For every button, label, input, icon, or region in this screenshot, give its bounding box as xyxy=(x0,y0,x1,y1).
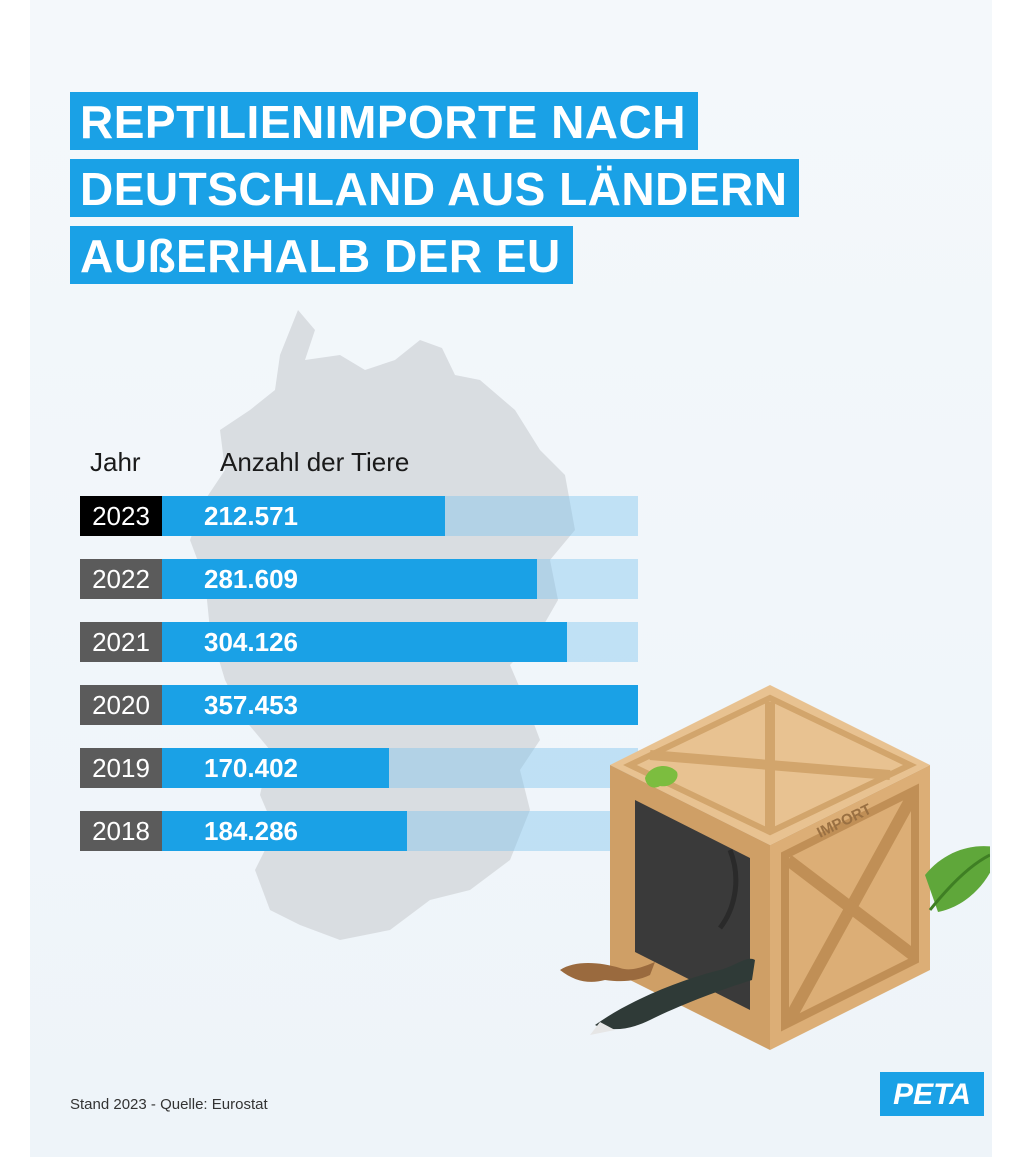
year-label: 2020 xyxy=(80,685,162,725)
bar-value-label: 357.453 xyxy=(204,690,298,720)
year-label: 2023 xyxy=(80,496,162,536)
bar-row: 2020 357.453 xyxy=(80,685,638,725)
year-label: 2021 xyxy=(80,622,162,662)
column-header-count: Anzahl der Tiere xyxy=(220,447,410,477)
source-note: Stand 2023 - Quelle: Eurostat xyxy=(70,1096,268,1113)
title-line-2: DEUTSCHLAND AUS LÄNDERN xyxy=(70,159,800,217)
bar xyxy=(162,622,567,662)
bar-row: 2022 281.609 xyxy=(80,559,638,599)
year-label: 2019 xyxy=(80,748,162,788)
year-label: 2018 xyxy=(80,811,162,851)
bar-row: 2023 212.571 xyxy=(80,496,638,536)
bar xyxy=(162,685,638,725)
bar-value-label: 184.286 xyxy=(204,816,298,846)
title-line-1: REPTILIENIMPORTE NACH xyxy=(70,92,698,150)
title-line-3: AUßERHALB DER EU xyxy=(70,226,573,284)
year-label: 2022 xyxy=(80,559,162,599)
bar xyxy=(162,559,537,599)
column-header-year: Jahr xyxy=(90,447,141,477)
bar-row: 2019 170.402 xyxy=(80,748,638,788)
bar xyxy=(162,811,407,851)
bar xyxy=(162,748,389,788)
bar-row: 2021 304.126 xyxy=(80,622,638,662)
peta-logo: PETA xyxy=(880,1072,984,1116)
infographic: REPTILIENIMPORTE NACH DEUTSCHLAND AUS LÄ… xyxy=(30,0,992,1157)
bar xyxy=(162,496,445,536)
title-block: REPTILIENIMPORTE NACH DEUTSCHLAND AUS LÄ… xyxy=(70,92,800,293)
bar-value-label: 170.402 xyxy=(204,753,298,783)
bar-value-label: 304.126 xyxy=(204,627,298,657)
import-crate-icon: IMPORT xyxy=(560,685,990,1050)
bar-row: 2018 184.286 xyxy=(80,811,638,851)
bar-value-label: 212.571 xyxy=(204,501,298,531)
bar-value-label: 281.609 xyxy=(204,564,298,594)
